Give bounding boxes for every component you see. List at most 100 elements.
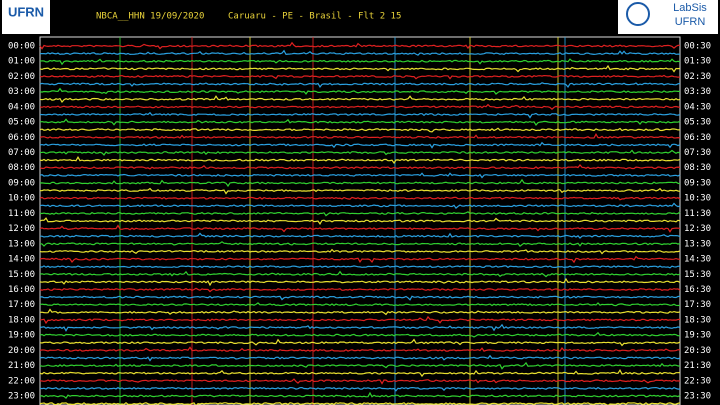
time-label-right: 00:30 <box>684 42 711 52</box>
time-label-right: 21:30 <box>684 361 711 371</box>
trace <box>39 346 681 352</box>
time-label-left: 06:00 <box>8 133 35 143</box>
time-label-left: 23:00 <box>8 392 35 402</box>
trace <box>39 295 681 301</box>
time-label-right: 10:30 <box>684 194 711 204</box>
trace <box>39 202 681 209</box>
trace <box>39 331 681 338</box>
right-logo-line2: UFRN <box>675 16 706 28</box>
trace <box>39 82 681 89</box>
trace <box>39 155 681 165</box>
trace <box>39 178 681 188</box>
time-label-left: 20:00 <box>8 346 35 356</box>
trace <box>39 386 681 392</box>
trace <box>39 187 681 195</box>
time-label-right: 04:30 <box>684 102 711 112</box>
trace <box>39 270 681 278</box>
time-label-left: 11:00 <box>8 209 35 219</box>
trace <box>39 224 681 233</box>
time-label-right: 16:30 <box>684 285 711 295</box>
trace <box>39 248 681 255</box>
trace <box>39 127 681 133</box>
trace <box>39 211 681 217</box>
time-label-left: 16:00 <box>8 285 35 295</box>
time-label-right: 01:30 <box>684 57 711 67</box>
time-label-right: 12:30 <box>684 224 711 234</box>
time-label-right: 09:30 <box>684 178 711 188</box>
trace <box>39 172 681 179</box>
trace <box>39 391 681 399</box>
time-label-right: 13:30 <box>684 239 711 249</box>
trace <box>39 354 681 362</box>
trace <box>39 41 680 50</box>
trace <box>39 369 681 378</box>
trace <box>39 74 681 80</box>
time-label-left: 10:00 <box>8 194 35 204</box>
time-label-right: 07:30 <box>684 148 711 158</box>
time-label-left: 17:00 <box>8 300 35 310</box>
trace <box>39 315 681 325</box>
time-label-left: 22:00 <box>8 376 35 386</box>
time-label-right: 23:30 <box>684 392 711 402</box>
time-label-left: 08:00 <box>8 163 35 173</box>
time-label-left: 03:00 <box>8 87 35 97</box>
trace <box>39 402 681 405</box>
time-label-left: 00:00 <box>8 42 35 52</box>
trace <box>39 265 681 269</box>
trace <box>39 87 680 95</box>
trace <box>39 338 681 347</box>
time-label-right: 18:30 <box>684 315 711 325</box>
time-label-left: 18:00 <box>8 315 35 325</box>
trace <box>39 58 681 66</box>
trace <box>39 255 680 264</box>
time-label-right: 20:30 <box>684 346 711 356</box>
trace <box>39 111 681 119</box>
time-label-left: 04:00 <box>8 102 35 112</box>
labels: 00:00 01:00 02:00 03:00 04:00 05:00 06:00 07:00… <box>8 42 711 402</box>
trace <box>39 277 681 287</box>
time-label-left: 14:00 <box>8 255 35 265</box>
trace <box>39 323 681 332</box>
time-label-left: 02:00 <box>8 72 35 82</box>
trace <box>39 196 681 201</box>
time-label-left: 21:00 <box>8 361 35 371</box>
trace <box>39 95 681 104</box>
time-label-left: 12:00 <box>8 224 35 234</box>
time-label-left: 13:00 <box>8 239 35 249</box>
trace <box>39 163 681 170</box>
trace <box>39 378 681 385</box>
trace <box>39 287 681 293</box>
traces <box>39 37 681 405</box>
trace <box>39 64 681 73</box>
time-label-left: 07:00 <box>8 148 35 158</box>
time-label-right: 03:30 <box>684 87 711 97</box>
time-label-right: 22:30 <box>684 376 711 386</box>
time-label-right: 02:30 <box>684 72 711 82</box>
time-label-right: 05:30 <box>684 118 711 128</box>
time-label-right: 15:30 <box>684 270 711 280</box>
right-logo-box <box>618 0 718 34</box>
time-label-right: 06:30 <box>684 133 711 143</box>
trace <box>40 49 681 56</box>
time-label-right: 11:30 <box>684 209 711 219</box>
trace <box>40 232 681 239</box>
time-label-right: 17:30 <box>684 300 711 310</box>
time-label-right: 19:30 <box>684 331 711 341</box>
left-logo: UFRN <box>8 4 44 19</box>
right-logo-icon <box>626 2 650 26</box>
trace <box>39 241 681 248</box>
right-logo-line1: LabSis <box>673 2 707 14</box>
time-label-right: 14:30 <box>684 255 711 265</box>
station-title: NBCA__HHN 19/09/2020 <box>96 12 204 22</box>
trace <box>39 141 681 149</box>
time-label-right: 08:30 <box>684 163 711 173</box>
time-label-left: 01:00 <box>8 57 35 67</box>
time-label-left: 19:00 <box>8 331 35 341</box>
time-label-left: 05:00 <box>8 118 35 128</box>
trace <box>39 103 681 111</box>
time-label-left: 15:00 <box>8 270 35 280</box>
trace <box>39 308 681 316</box>
trace <box>39 149 681 156</box>
